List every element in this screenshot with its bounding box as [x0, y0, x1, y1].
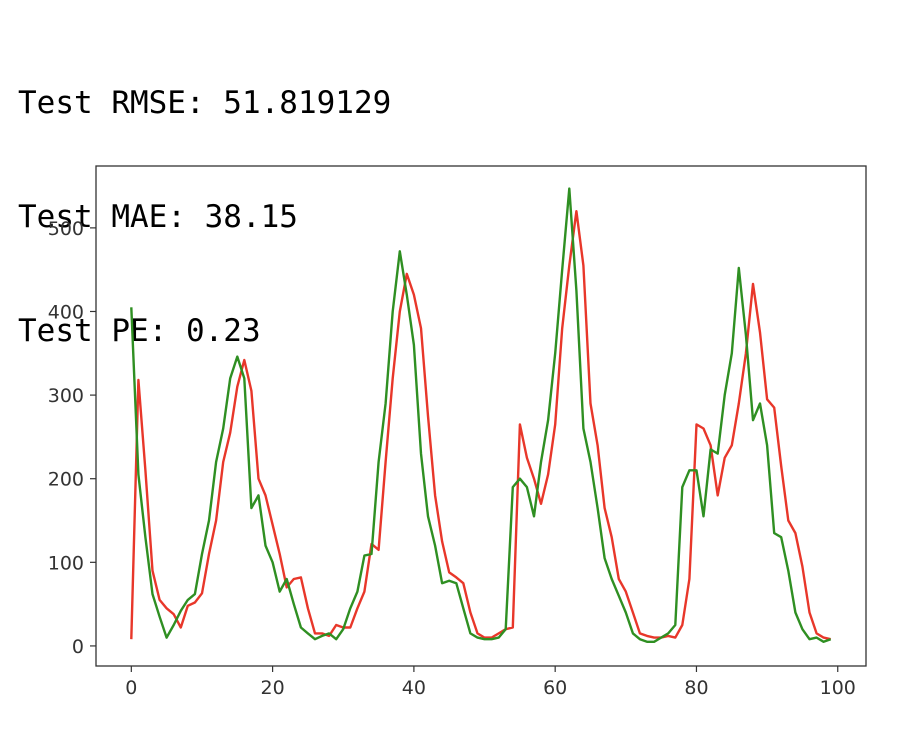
x-tick-label: 80: [684, 677, 708, 699]
x-tick-label: 20: [261, 677, 285, 699]
x-tick-label: 0: [125, 677, 137, 699]
series-line-0: [130, 209, 831, 641]
x-tick-label: 100: [820, 677, 856, 699]
mae-line: Test MAE: 38.15: [18, 199, 298, 235]
series-layer: [130, 187, 832, 643]
series-line-1: [130, 187, 832, 643]
y-tick-label: 300: [48, 385, 84, 407]
pe-line: Test PE: 0.23: [18, 313, 261, 349]
y-tick-label: 200: [48, 469, 84, 491]
axis-layer: 0 20 40 60 80 100 0 100 200 300 400 500: [48, 218, 856, 699]
y-tick-label: 400: [48, 301, 84, 323]
plot-frame: [95, 165, 867, 667]
y-tick-label: 500: [48, 218, 84, 240]
y-tick-label: 100: [48, 552, 84, 574]
x-tick-label: 40: [402, 677, 426, 699]
x-tick-label: 60: [543, 677, 567, 699]
output-text: Test RMSE: 51.819129 Test MAE: 38.15 Tes…: [18, 8, 391, 388]
rmse-line: Test RMSE: 51.819129: [18, 85, 392, 121]
y-tick-label: 0: [72, 636, 84, 658]
